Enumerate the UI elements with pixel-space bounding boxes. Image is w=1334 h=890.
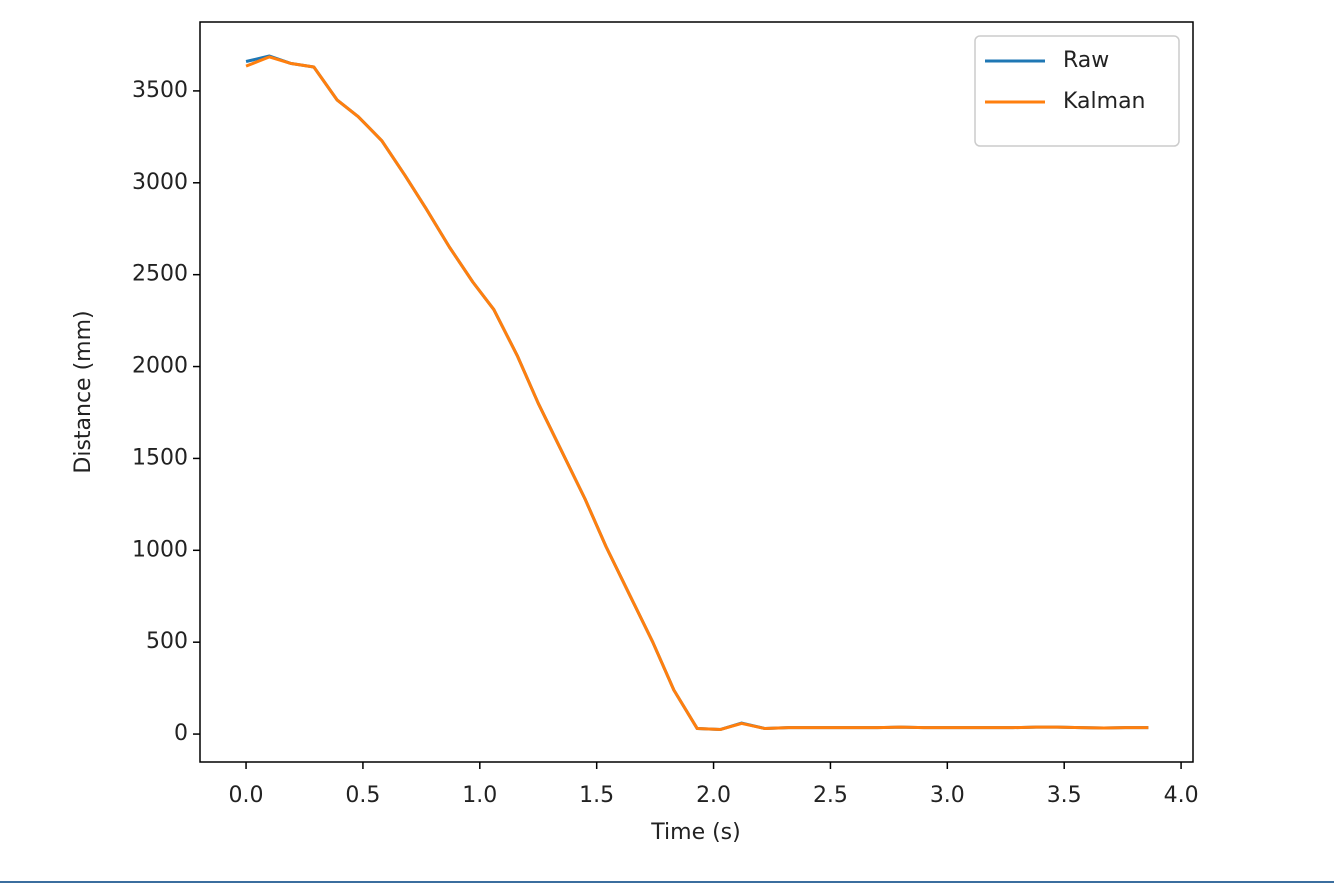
legend-label: Raw [1063, 48, 1109, 73]
x-tick-label: 3.0 [930, 783, 965, 808]
x-tick-label: 1.5 [579, 783, 614, 808]
y-tick-label: 2500 [132, 262, 188, 287]
plot-frame [199, 21, 1194, 763]
y-tick-label: 3500 [132, 78, 188, 103]
y-axis-label: Distance (mm) [71, 310, 96, 473]
x-tick-label: 0.0 [229, 783, 264, 808]
y-tick-label: 3000 [132, 170, 188, 195]
y-tick-label: 1500 [132, 445, 188, 470]
x-tick-label: 2.0 [696, 783, 731, 808]
x-tick-label: 0.5 [345, 783, 380, 808]
x-tick-label: 3.5 [1047, 783, 1082, 808]
y-tick-label: 1000 [132, 537, 188, 562]
x-axis-label: Time (s) [650, 820, 740, 845]
y-tick-label: 0 [174, 721, 188, 746]
x-tick-label: 4.0 [1164, 783, 1199, 808]
y-tick-label: 2000 [132, 354, 188, 379]
series-line [245, 55, 1149, 731]
legend-box [974, 35, 1180, 147]
x-tick-label: 1.0 [462, 783, 497, 808]
y-tick-label: 500 [146, 629, 188, 654]
legend-label: Kalman [1063, 89, 1146, 114]
x-tick-label: 2.5 [813, 783, 848, 808]
